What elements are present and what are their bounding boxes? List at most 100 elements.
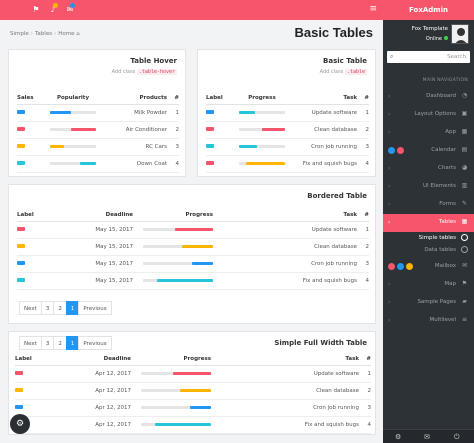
breadcrumb: Simple › Tables › Home ⌂ [10,31,80,37]
chevron-icon: › [388,299,391,306]
row-number: 4 [357,272,369,290]
power-icon[interactable]: ⏻ [454,433,460,441]
menu-icon[interactable]: ≡ [369,4,377,14]
sample-pages-icon: ▰ [462,298,467,305]
row-number: 1 [359,365,371,383]
sidebar-subitem-simple-tables[interactable]: Simple tables [383,232,474,244]
row-number: 4 [359,416,371,434]
column-header: Label [206,92,232,105]
count-badge [388,263,395,270]
map-icon: ⚑ [461,280,468,287]
progress-bar [141,372,211,375]
breadcrumb-simple[interactable]: Simple [10,31,29,37]
sidebar-item-tables[interactable]: › Tables ▦ [383,214,474,232]
cell-text: Down Coat [103,155,167,173]
settings-icon[interactable]: ⚙ [395,433,402,441]
page-previous-button[interactable]: Previous [78,336,112,350]
page-previous-button[interactable]: Previous [78,301,112,315]
search-input[interactable]: ⌕ Search [387,51,470,63]
progress-bar [239,128,285,131]
sidebar-item-charts[interactable]: › Charts ◕ [388,164,468,172]
chevron-icon: › [388,165,391,172]
cell-text: Cron job running [292,138,357,156]
progress-bar [50,145,96,148]
full-width-table-card: Simple Full Width Table Next 3 2 1 Previous … [8,331,376,435]
row-number: 4 [357,155,369,173]
table-hover-card: Table Hover Add class .table-hover Sales… [8,49,186,177]
card-subtitle: Add class .table-hover [111,69,177,75]
sidebar-item-mailbox[interactable]: ›Mailbox✉ [383,258,474,276]
row-number: 2 [357,238,369,256]
column-header: Products [103,92,167,105]
bordered-pagination: Next 3 2 1 Previous [19,301,112,315]
calendar-icon: ▤ [461,146,468,153]
sidebar-subitem-data-tables[interactable]: Data tables [383,244,474,256]
cell-text: Clean database [292,121,357,139]
page-1-button[interactable]: 1 [65,301,80,315]
progress-bar [141,389,211,392]
table-row: Cron job running 3 [206,138,369,156]
card-title: Simple Full Width Table [274,339,367,347]
deadline-cell: May 15, 2017 [47,272,133,290]
sidebar-item-ui-elements[interactable]: › UI Elements ▥ [388,182,468,190]
flag-icon[interactable]: ⚑ [32,5,40,14]
deadline-cell: Apr 12, 2017 [45,416,131,434]
table-row: Apr 12, 2017 Clean database 2 [15,382,371,400]
sidebar-item-map[interactable]: › Map ⚑ [388,280,468,288]
label-badge [17,260,25,265]
card-title: Basic Table [323,57,367,65]
count-badge [406,263,413,270]
page-3-button[interactable]: 3 [40,301,55,315]
table-row: RC Cars 3 [17,138,179,156]
sidebar-item-multilevel[interactable]: › Multilevel ≡ [388,316,468,324]
page-next-button[interactable]: Next [19,336,42,350]
page-2-button[interactable]: 2 [53,336,67,350]
sidebar-item-layout-options[interactable]: › Layout Options ▣ [388,110,468,118]
bell-icon[interactable]: ♪ [50,5,56,14]
column-header: Deadline [47,209,133,222]
tables-icon: ▦ [461,218,468,225]
chevron-icon: › [388,129,391,136]
page-next-button[interactable]: Next [19,301,42,315]
cell-text: Update software [292,104,357,122]
charts-icon: ◕ [461,164,468,171]
row-number: 4 [167,155,179,173]
mail-icon[interactable]: ✉ [66,5,74,14]
nav-heading: MAIN NAVIGATION [422,78,468,83]
task-cell: Cron job running [211,399,359,417]
progress-bar [143,279,213,282]
sidebar-item-dashboard[interactable]: › Dashboard ◔ [388,92,468,100]
table-row: Update software 1 [206,104,369,122]
top-bar: ⚑ ♪ ✉ ≡ [0,0,383,20]
row-number: 3 [357,255,369,273]
breadcrumb-tables[interactable]: Tables [34,31,53,37]
sidebar-item-sample-pages[interactable]: › Sample Pages ▰ [388,298,467,306]
row-number: 1 [357,221,369,239]
breadcrumb-home[interactable]: Home [58,31,75,37]
basic-table-card: Basic Table Add class .table Label Progr… [197,49,376,177]
sidebar-item-forms[interactable]: › Forms ✎ [388,200,468,208]
card-subtitle: Add class .table [319,69,367,75]
column-header: Sales [17,92,43,105]
page-3-button[interactable]: 3 [40,336,55,350]
mail-icon[interactable]: ✉ [424,433,430,441]
brand-logo[interactable]: FoxAdmin [383,0,474,20]
avatar[interactable] [451,24,469,44]
table-row: Clean database 2 [206,121,369,139]
task-cell: Fix and squish bugs [213,272,357,290]
basic-table: Label Progress Task # Update software 1 Cl… [206,92,369,173]
home-icon: ⌂ [76,31,80,37]
progress-bar [239,145,285,148]
row-number: 3 [357,138,369,156]
ui-elements-icon: ▥ [461,182,468,189]
settings-fab[interactable]: ⚙ [10,414,30,434]
table-row: May 15, 2017 Cron job running 3 [17,255,369,273]
forms-icon: ✎ [461,200,468,207]
page-1-button[interactable]: 1 [65,336,80,350]
circle-icon [461,234,468,241]
column-header: # [357,92,369,105]
page-2-button[interactable]: 2 [53,301,67,315]
sidebar-item-app[interactable]: › App ▦ [388,128,468,136]
sidebar-item-calendar[interactable]: ›Calendar▤ [383,142,474,160]
row-number: 2 [359,382,371,400]
